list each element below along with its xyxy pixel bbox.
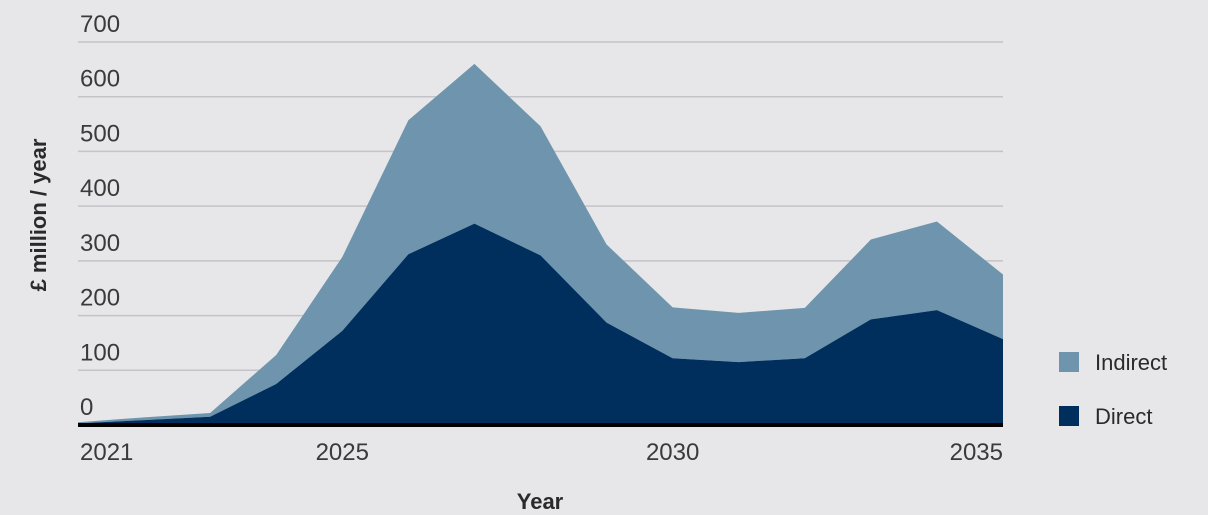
legend-swatch-indirect [1059, 352, 1079, 372]
legend-swatch-direct [1059, 406, 1079, 426]
x-tick-label: 2021 [80, 439, 133, 466]
y-tick-label: 0 [80, 394, 93, 421]
x-tick-label: 2030 [646, 439, 699, 466]
x-axis-ticks: 2021 2025 2030 2035 [80, 439, 1003, 466]
area-direct [78, 223, 1003, 425]
y-axis-title: £ million / year [26, 138, 51, 291]
x-axis-title: Year [517, 489, 564, 514]
y-tick-label: 200 [80, 285, 120, 312]
y-tick-label: 700 [80, 11, 120, 38]
y-tick-label: 600 [80, 66, 120, 93]
legend-label-indirect: Indirect [1095, 350, 1167, 375]
y-tick-label: 400 [80, 175, 120, 202]
x-tick-label: 2025 [316, 439, 369, 466]
y-tick-label: 500 [80, 120, 120, 147]
y-axis-ticks: 0 100 200 300 400 500 600 700 [80, 11, 120, 421]
legend: Indirect Direct [1059, 350, 1167, 429]
area-indirect [78, 63, 1003, 424]
plot-area [78, 63, 1003, 425]
y-tick-label: 100 [80, 339, 120, 366]
x-tick-label: 2035 [950, 439, 1003, 466]
legend-label-direct: Direct [1095, 404, 1152, 429]
y-tick-label: 300 [80, 230, 120, 257]
